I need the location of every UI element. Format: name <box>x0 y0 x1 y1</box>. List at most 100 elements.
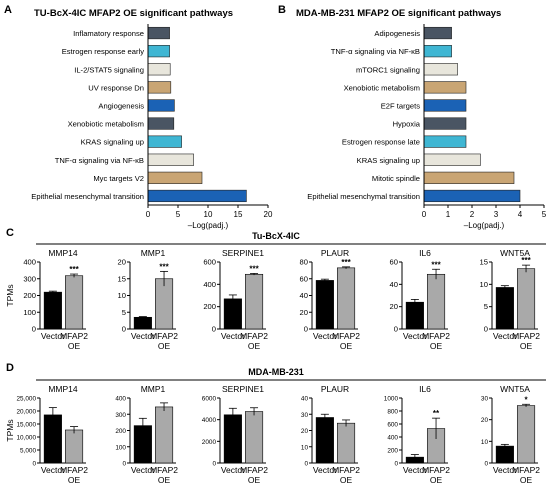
x-category-label: OE <box>158 341 171 351</box>
vector-bar <box>315 417 334 464</box>
pathway-label: UV response Dn <box>88 83 144 92</box>
x-category-label: Vector <box>403 465 427 475</box>
y-tick-label: 20,000 <box>16 409 36 416</box>
significance-mark: *** <box>431 260 441 269</box>
y-tick-label: 0 <box>212 325 216 334</box>
x-category-label: MFAP2 <box>332 465 360 475</box>
y-tick-label: 4000 <box>202 417 217 424</box>
panel-letter-b: B <box>278 4 286 16</box>
x-tick-label: 0 <box>422 210 427 219</box>
x-tick-label: 15 <box>234 210 243 219</box>
panel-title-a: TU-BcX-4IC MFAP2 OE significant pathways <box>34 8 233 19</box>
y-tick-label: 80 <box>300 258 308 267</box>
y-tick-label: 600 <box>203 258 216 267</box>
x-category-label: MFAP2 <box>512 465 540 475</box>
pathway-bar <box>423 117 467 130</box>
x-category-label: OE <box>340 341 353 351</box>
pathway-label: Inflamatory response <box>73 29 144 38</box>
pathway-label: Epithelial mesenchymal transition <box>31 192 144 201</box>
mfap2-oe-bar <box>155 406 174 464</box>
x-category-label: MFAP2 <box>422 465 450 475</box>
y-tick-label: 40 <box>390 280 398 289</box>
pathway-chart-a: Inflamatory response Estrogen response ea… <box>31 24 273 230</box>
x-category-label: MFAP2 <box>240 465 268 475</box>
panel-title-b: MDA-MB-231 MFAP2 OE significant pathways <box>296 8 501 19</box>
gene-title: MMP1 <box>141 384 166 394</box>
significance-mark: *** <box>521 256 531 265</box>
y-tick-label: 800 <box>387 409 398 416</box>
pathway-bar <box>147 26 170 40</box>
x-category-label: Vector <box>131 465 155 475</box>
x-category-label: Vector <box>221 331 245 341</box>
pathway-label: mTORC1 signaling <box>356 65 420 74</box>
y-tick-label: 400 <box>115 396 126 403</box>
y-tick-label: 0 <box>304 325 308 334</box>
significance-mark: ** <box>433 409 440 418</box>
x-category-label: MFAP2 <box>60 331 88 341</box>
pathway-bar <box>423 45 452 58</box>
y-tick-label: 5 <box>484 302 488 311</box>
significance-mark: *** <box>159 262 169 271</box>
pathway-label: Xenobiotic metabolism <box>344 83 420 92</box>
x-category-label: OE <box>340 475 353 485</box>
x-category-label: OE <box>430 341 443 351</box>
tpm-charts-d: TPMsMMP1405,00010,00015,00020,00025,000V… <box>5 384 540 485</box>
mfap2-oe-bar <box>336 422 356 464</box>
panel-letter-c: C <box>6 227 14 239</box>
gene-title: MMP14 <box>48 248 78 258</box>
gene-title: IL6 <box>419 248 431 258</box>
mfap2-oe-bar <box>245 273 264 330</box>
y-tick-label: 400 <box>203 280 216 289</box>
x-category-label: MFAP2 <box>240 331 268 341</box>
y-tick-label: 10,000 <box>16 435 36 442</box>
gene-title: WNT5A <box>500 384 530 394</box>
significance-mark: *** <box>249 264 259 273</box>
pathway-label: Angiogenesis <box>98 101 144 110</box>
y-tick-label: 10 <box>118 291 126 300</box>
y-tick-label: 200 <box>203 302 216 311</box>
y-tick-label: 200 <box>23 291 36 300</box>
y-tick-label: 15 <box>118 274 126 283</box>
y-tick-label: 0 <box>484 325 488 334</box>
x-category-label: OE <box>520 475 533 485</box>
vector-bar <box>133 316 152 330</box>
x-tick-label: 4 <box>518 210 523 219</box>
y-tick-label: 300 <box>115 412 126 419</box>
gene-title: SERPINE1 <box>222 248 264 258</box>
x-category-label: OE <box>158 475 171 485</box>
pathway-bar <box>147 153 194 166</box>
mfap2-oe-bar <box>65 429 84 464</box>
tpm-charts-c: TPMsMMP140100200300400Vector***MFAP2OEMM… <box>5 248 540 351</box>
y-tick-label: 200 <box>115 428 126 435</box>
y-tick-label: 15 <box>480 258 488 267</box>
gene-title: IL6 <box>419 384 431 394</box>
y-tick-label: 0 <box>212 461 216 468</box>
y-tick-label: 20 <box>301 428 309 435</box>
y-tick-label: 6000 <box>202 396 217 403</box>
vector-bar <box>43 291 62 330</box>
gene-title: SERPINE1 <box>222 384 264 394</box>
y-tick-label: 0 <box>32 325 36 334</box>
x-tick-label: 10 <box>204 210 213 219</box>
y-tick-label: 10 <box>481 439 489 446</box>
pathway-label: KRAS signaling up <box>81 138 144 147</box>
pathway-bar <box>147 63 171 76</box>
vector-bar <box>495 445 514 464</box>
gene-title: PLAUR <box>321 248 349 258</box>
y-tick-label: 60 <box>300 274 308 283</box>
x-tick-label: 1 <box>446 210 451 219</box>
y-tick-label: 0 <box>394 461 398 468</box>
significance-mark: *** <box>341 258 351 267</box>
panel-letter-d: D <box>6 362 14 374</box>
mfap2-oe-bar <box>426 273 446 330</box>
pathway-label: Epithelial mesenchymal transition <box>307 192 420 201</box>
pathway-label: TNF-α signaling via NF-κB <box>55 156 144 165</box>
pathway-bar <box>423 171 515 184</box>
gene-title: WNT5A <box>500 248 530 258</box>
pathway-label: KRAS signaling up <box>357 156 420 165</box>
panel-letter-a: A <box>4 4 12 16</box>
pathway-bar <box>147 45 170 58</box>
y-tick-label: 10 <box>480 280 488 289</box>
y-tick-label: 40 <box>300 291 308 300</box>
